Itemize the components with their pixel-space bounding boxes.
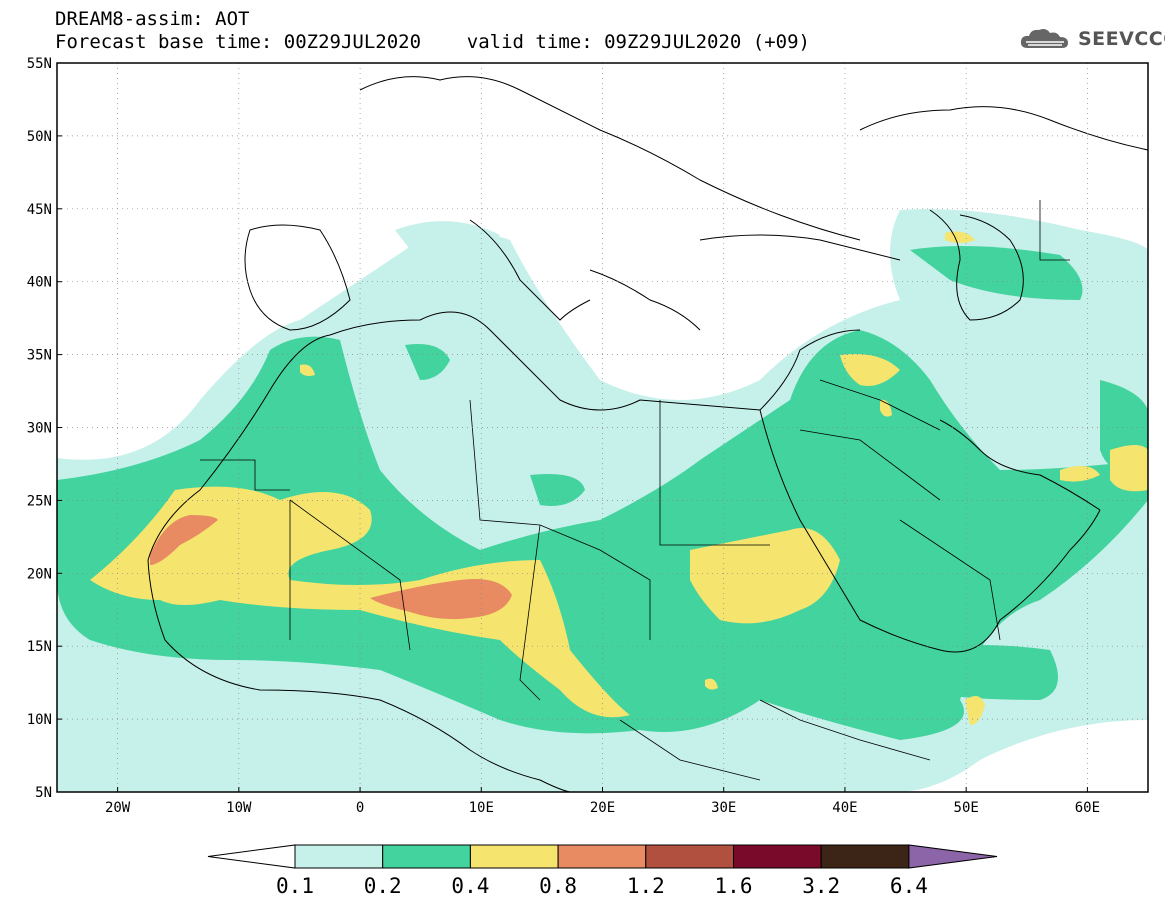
lat-tick-label: 55N — [27, 56, 52, 72]
lon-tick-label: 30E — [711, 800, 736, 816]
lat-tick-label: 15N — [27, 639, 52, 655]
colorbar-label: 0.1 — [276, 874, 314, 898]
forecast-time-line: Forecast base time: 00Z29JUL2020 valid t… — [55, 31, 810, 53]
lat-tick-label: 25N — [27, 493, 52, 509]
lat-tick-label: 10N — [27, 712, 52, 728]
colorbar-label: 6.4 — [890, 874, 928, 898]
aot-level-0.2 — [57, 246, 1148, 740]
lon-tick-label: 10E — [469, 800, 494, 816]
latitude-labels: 5N 10N 15N 20N 25N 30N 35N 40N 45N 50N 55N — [27, 56, 62, 801]
cloud-icon — [1020, 29, 1068, 48]
lon-tick-label: 60E — [1075, 800, 1100, 816]
country-borders — [200, 200, 1070, 781]
aot-level-0.4 — [90, 231, 1148, 725]
colorbar-label: 1.6 — [715, 874, 753, 898]
lat-tick-label: 20N — [27, 566, 52, 582]
lon-tick-label: 10W — [226, 800, 252, 816]
coastlines — [147, 76, 1148, 792]
colorbar-segment — [733, 844, 822, 869]
lat-tick-label: 50N — [27, 129, 52, 145]
graticule — [57, 63, 1148, 792]
colorbar-label: 1.2 — [627, 874, 665, 898]
map-title: DREAM8-assim: AOT — [55, 8, 250, 30]
colorbar-segment — [645, 844, 734, 869]
logo-text: SEEVCCC — [1078, 28, 1165, 50]
colorbar-segment — [294, 844, 384, 869]
aot-shading — [57, 209, 1148, 792]
colorbar-segment — [382, 844, 471, 869]
colorbar-segment — [557, 844, 647, 869]
lon-tick-label: 0 — [356, 800, 364, 816]
colorbar-min-arrow — [207, 844, 296, 869]
lon-tick-label: 50E — [954, 800, 979, 816]
lat-tick-label: 5N — [35, 785, 52, 801]
colorbar-label: 0.4 — [451, 874, 489, 898]
colorbar-max-arrow — [908, 844, 998, 869]
colorbar-label: 0.8 — [539, 874, 577, 898]
colorbar-labels: 0.1 0.2 0.4 0.8 1.2 1.6 3.2 6.4 — [276, 874, 928, 898]
lat-tick-label: 40N — [27, 275, 52, 291]
seevccc-logo: SEEVCCC — [1018, 26, 1165, 52]
aot-level-0.8 — [150, 515, 512, 620]
longitude-labels: 20W 10W 0 10E 20E 30E 40E 50E 60E — [105, 787, 1100, 816]
lat-tick-label: 45N — [27, 202, 52, 218]
lat-tick-label: 35N — [27, 348, 52, 364]
colorbar-segment — [469, 844, 559, 869]
lon-tick-label: 40E — [832, 800, 857, 816]
lon-tick-label: 20W — [105, 800, 131, 816]
colorbar-label: 3.2 — [802, 874, 840, 898]
lat-tick-label: 30N — [27, 421, 52, 437]
colorbar-segment — [820, 844, 910, 869]
lon-tick-label: 20E — [590, 800, 615, 816]
colorbar — [207, 844, 998, 869]
colorbar-label: 0.2 — [364, 874, 402, 898]
